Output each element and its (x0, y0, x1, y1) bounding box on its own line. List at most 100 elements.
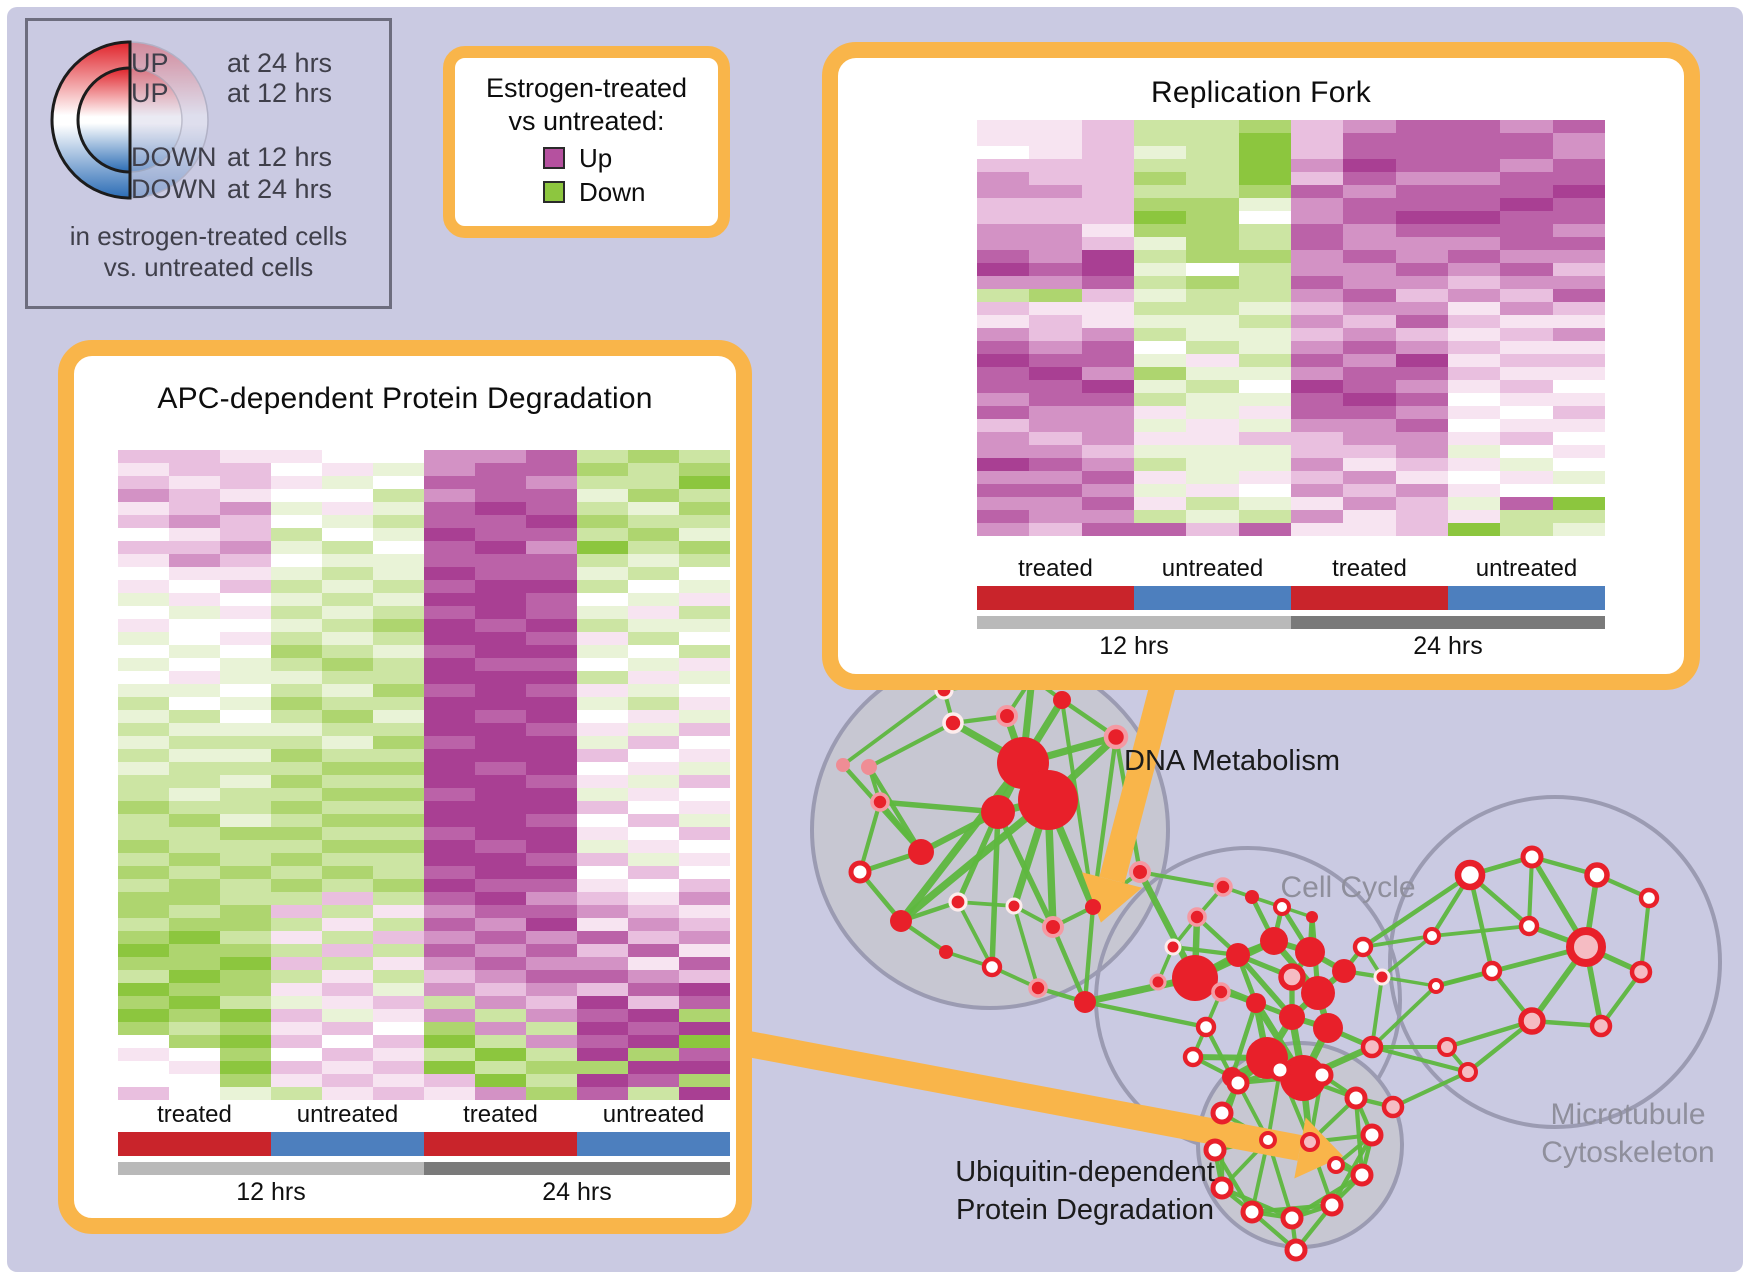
heatmap-cell (526, 1022, 577, 1035)
heatmap-cell (1290, 289, 1344, 302)
heatmap-cell (271, 580, 322, 593)
heatmap-cell (1029, 120, 1082, 133)
heatmap-cell (220, 840, 271, 853)
heatmap-cell (679, 450, 730, 463)
heatmap-cell (977, 510, 1030, 523)
heatmap-cell (1133, 224, 1187, 237)
heatmap-cell (1290, 432, 1344, 445)
heatmap-cell (977, 341, 1030, 354)
heatmap-cell (577, 749, 628, 762)
heatmap-cell (628, 970, 679, 983)
heatmap-cell (1238, 198, 1291, 211)
heatmap-cell (1081, 302, 1134, 315)
heatmap-cell (424, 450, 475, 463)
heatmap-cell (271, 658, 322, 671)
heatmap-cell (1081, 211, 1134, 224)
heatmap-cell (424, 528, 475, 541)
heatmap-cell (475, 463, 526, 476)
heatmap-cell (118, 593, 169, 606)
heatmap-cell (475, 619, 526, 632)
heatmap-cell (220, 515, 271, 528)
heatmap-cell (118, 983, 169, 996)
heatmap-cell (679, 593, 730, 606)
heatmap-cell (271, 1022, 322, 1035)
heatmap-cell (271, 541, 322, 554)
heatmap-cell (1081, 354, 1134, 367)
heatmap-cell (1552, 159, 1605, 172)
heatmap-cell (628, 671, 679, 684)
network-node (908, 839, 934, 865)
heatmap-cell (526, 723, 577, 736)
network-edge (1137, 869, 1226, 890)
heatmap-cell (271, 853, 322, 866)
heatmap-cell (1500, 432, 1553, 445)
heatmap-cell (322, 1061, 373, 1074)
heatmap-cell (1290, 419, 1344, 432)
heatmap-cell (424, 788, 475, 801)
heatmap-cell (679, 866, 730, 879)
heatmap-cell (1290, 315, 1344, 328)
heatmap-cell (118, 762, 169, 775)
heatmap-cell (1238, 497, 1291, 510)
heatmap-cell (1029, 510, 1082, 523)
heatmap-cell (977, 458, 1030, 471)
heatmap-cell (679, 658, 730, 671)
heatmap-cell (220, 697, 271, 710)
heatmap-cell (577, 996, 628, 1009)
heatmap-cell (322, 788, 373, 801)
heatmap-cell (1238, 289, 1291, 302)
heatmap-cell (1500, 211, 1553, 224)
heatmap-cell (628, 749, 679, 762)
network-node (1638, 887, 1660, 909)
heatmap-cell (169, 970, 220, 983)
heatmap-cell (1133, 133, 1187, 146)
heatmap-cell (977, 250, 1030, 263)
heatmap-cell (1081, 458, 1134, 471)
color-legend-title-line1: Estrogen-treated (485, 73, 688, 103)
heatmap-cell (475, 866, 526, 879)
heatmap-cell (1238, 380, 1291, 393)
heatmap-cell (628, 450, 679, 463)
network-node (1458, 1062, 1478, 1082)
heatmap-cell (373, 775, 424, 788)
heatmap-cell (1500, 471, 1553, 484)
heatmap-cell (220, 853, 271, 866)
heatmap-cell (475, 788, 526, 801)
network-node (1164, 938, 1182, 956)
heatmap-cell (1186, 211, 1239, 224)
heatmap-cell (1447, 406, 1501, 419)
heatmap-cell (628, 606, 679, 619)
heatmap-cell (1186, 328, 1239, 341)
apc-heatmap-panel: APC-dependent Protein Degradation treate… (58, 340, 752, 1234)
heatmap-cell (1395, 211, 1448, 224)
network-node (1589, 1014, 1613, 1038)
heatmap-cell (1290, 341, 1344, 354)
heatmap-cell (1029, 445, 1082, 458)
cluster-label: Cytoskeleton (1541, 1136, 1714, 1169)
network-node (870, 792, 890, 812)
heatmap-cell (1290, 302, 1344, 315)
heatmap-cell (1395, 237, 1448, 250)
heatmap-cell (169, 931, 220, 944)
heatmap-cell (424, 840, 475, 853)
heatmap-cell (1290, 393, 1344, 406)
heatmap-cell (475, 515, 526, 528)
heatmap-cell (628, 1022, 679, 1035)
heatmap-cell (1029, 198, 1082, 211)
heatmap-cell (424, 801, 475, 814)
color-legend-box: Estrogen-treated vs untreated: Up Down (443, 46, 730, 238)
heatmap-cell (577, 736, 628, 749)
heatmap-cell (118, 996, 169, 1009)
heatmap-cell (271, 944, 322, 957)
heatmap-cell (628, 541, 679, 554)
heatmap-cell (577, 450, 628, 463)
heatmap-cell (1552, 198, 1605, 211)
heatmap-cell (373, 905, 424, 918)
heatmap-cell (118, 905, 169, 918)
heatmap-cell (1500, 354, 1553, 367)
heatmap-cell (577, 931, 628, 944)
heatmap-cell (271, 1035, 322, 1048)
heatmap-cell (271, 866, 322, 879)
network-node (1273, 898, 1291, 916)
heatmap-cell (1290, 211, 1344, 224)
